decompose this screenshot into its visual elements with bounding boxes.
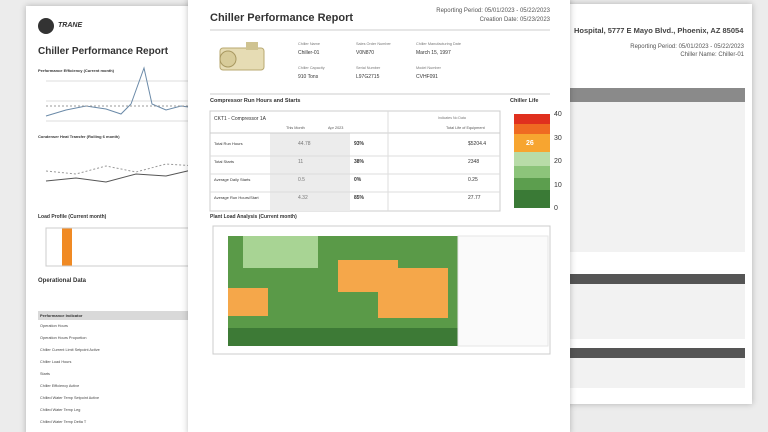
column-header: Apr 2023 (328, 126, 344, 130)
change: 0% (354, 177, 362, 183)
total-life: $5204.4 (468, 141, 487, 147)
row-label: Total Starts (214, 159, 235, 164)
change: 38% (354, 159, 365, 165)
section-title: Performance Efficiency (Current month) (38, 68, 115, 73)
section-title: Load Profile (Current month) (38, 214, 107, 220)
column-header: This Month (286, 126, 305, 130)
left-page: TRANE Chiller Performance Report Perform… (26, 6, 202, 432)
total-life: 2348 (468, 159, 480, 165)
change: 85% (354, 195, 365, 201)
total-life: 0.25 (468, 177, 478, 183)
row-label: Average Daily Starts (214, 177, 251, 182)
life-band (514, 178, 550, 190)
table-body (565, 284, 745, 339)
field-value: L97G2715 (356, 74, 380, 80)
table-row-label: Chilled Water Temp Setpoint Active (40, 396, 100, 400)
left-graphics (38, 18, 198, 320)
life-band (514, 124, 550, 134)
table-frame (209, 110, 501, 212)
table-header-bg (38, 311, 198, 320)
life-tick: 0 (554, 205, 558, 212)
row-label: Total Run Hours (214, 141, 243, 146)
section-title: Condenser Heat Transfer (Rolling 6 month… (38, 134, 120, 139)
life-band (514, 166, 550, 178)
table-row-label: Chiller Current Limit Setpoint Active (40, 348, 100, 352)
right-graphics (565, 88, 745, 388)
table-row-label: Operation Hours Proportion (40, 336, 87, 340)
field-value: 910 Tons (298, 74, 319, 80)
table-row-label: Chilled Water Temp Delta T (40, 420, 87, 424)
table-header-bg (565, 274, 745, 284)
field-value: CVHF091 (416, 74, 438, 80)
circuit: CKT1 - Compressor 1A (214, 116, 266, 122)
brand: TRANE (58, 22, 83, 29)
life-tick: 40 (554, 111, 562, 118)
this-month: 44.78 (298, 141, 311, 147)
field-label: Chiller Manufacturing Date (416, 42, 461, 46)
heatmap-area (228, 288, 268, 316)
address: Hospital, 5777 E Mayo Blvd., Phoenix, AZ… (574, 26, 744, 35)
heatmap-area (228, 328, 458, 346)
row-label: Average Run Hours/Start (214, 195, 259, 200)
life-title: Chiller Life (510, 98, 539, 104)
table-row-label: Chiller Load Hours (40, 360, 72, 364)
table-header: Performance Indicator (40, 313, 83, 318)
life-band (514, 190, 550, 208)
title: Chiller Performance Report (210, 12, 354, 24)
reporting-period: Reporting Period: 05/01/2023 - 05/22/202… (436, 8, 550, 14)
life-band (514, 152, 550, 166)
center-graphics (209, 29, 551, 355)
table-row-label: Chilled Water Temp Leg (40, 408, 81, 412)
table-row-label: Starts (40, 372, 50, 376)
column-header: Total Life of Equipment (446, 126, 485, 130)
reporting-period: Reporting Period: 05/01/2023 - 05/22/202… (630, 44, 744, 50)
table-body (565, 102, 745, 252)
field-label: Serial Number (356, 66, 381, 70)
life-band (514, 134, 550, 152)
title: Chiller Performance Report (38, 46, 169, 57)
no-data-note: Indicates No Data (438, 116, 466, 120)
heatmap-empty (457, 235, 549, 347)
table-body (565, 358, 745, 388)
field-value: March 15, 1997 (416, 50, 451, 56)
chiller-name: Chiller Name: Chiller-01 (680, 52, 744, 58)
life-band (514, 114, 550, 124)
this-month: 0.5 (298, 177, 305, 183)
section-title: Operational Data (38, 278, 87, 284)
chiller-image (219, 50, 237, 68)
field-label: Chiller Capacity (298, 66, 325, 70)
field-value: Chiller-01 (298, 50, 320, 56)
creation-date: Creation Date: 05/23/2023 (479, 17, 550, 23)
field-label: Model Number (416, 66, 441, 70)
right-page: Hospital, 5777 E Mayo Blvd., Phoenix, AZ… (560, 4, 752, 404)
table-header-bg (565, 348, 745, 358)
heat-transfer-line (45, 168, 197, 183)
heatmap-title: Plant Load Analysis (Current month) (210, 214, 297, 220)
efficiency-line (45, 66, 197, 117)
field-label: Sales Order Number (356, 42, 391, 46)
life-tick: 30 (554, 134, 562, 142)
table-shade (270, 133, 350, 211)
life-tick: 20 (554, 158, 562, 165)
heatmap-area (378, 268, 448, 318)
total-life: 27.77 (468, 195, 481, 201)
field-label: Chiller Name (298, 42, 320, 46)
heatmap-area (243, 236, 318, 268)
table-row-label: Chiller Efficiency Active (40, 384, 80, 388)
change: 93% (354, 141, 365, 147)
load-bar (62, 228, 72, 266)
table-row-label: Operation Hours (40, 324, 68, 328)
this-month: 4.32 (298, 195, 308, 201)
life-tick: 10 (554, 181, 562, 189)
section-title: Compressor Run Hours and Starts (210, 98, 301, 104)
heat-transfer-line (45, 163, 197, 175)
center-page: Chiller Performance Report Reporting Per… (188, 0, 570, 432)
logo (38, 18, 54, 34)
this-month: 11 (298, 159, 304, 165)
table-header-bg (565, 88, 745, 102)
chiller-image (246, 42, 258, 50)
field-value: V0N870 (356, 50, 375, 56)
life-current: 26 (526, 140, 534, 147)
